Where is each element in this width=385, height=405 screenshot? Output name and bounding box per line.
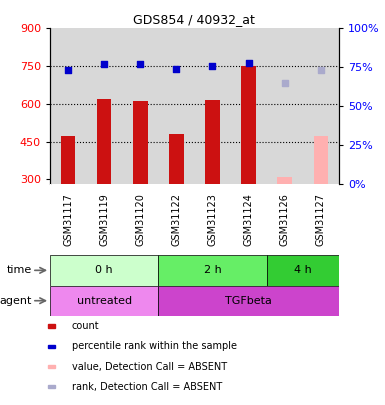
Text: GSM31123: GSM31123 — [208, 193, 218, 246]
Bar — [158, 255, 266, 286]
Point — [281, 80, 288, 86]
Bar — [313, 136, 328, 184]
Text: GSM31126: GSM31126 — [280, 193, 290, 246]
Point — [173, 66, 179, 72]
Bar — [266, 255, 339, 286]
Bar — [169, 134, 184, 184]
Bar — [50, 286, 158, 316]
Text: 0 h: 0 h — [95, 265, 113, 275]
Text: GSM31117: GSM31117 — [63, 193, 73, 246]
Point — [65, 67, 71, 74]
Text: 2 h: 2 h — [204, 265, 221, 275]
Bar — [86, 28, 122, 184]
Bar — [158, 286, 339, 316]
Point — [137, 61, 143, 68]
Bar — [122, 28, 158, 184]
Bar — [61, 136, 75, 184]
Bar — [50, 255, 158, 286]
Bar — [241, 66, 256, 184]
Point — [101, 61, 107, 68]
Bar — [158, 28, 194, 184]
Bar — [50, 28, 86, 184]
Bar — [205, 100, 220, 184]
Text: value, Detection Call = ABSENT: value, Detection Call = ABSENT — [72, 362, 227, 371]
Point — [318, 67, 324, 74]
Text: GSM31122: GSM31122 — [171, 193, 181, 246]
Text: rank, Detection Call = ABSENT: rank, Detection Call = ABSENT — [72, 382, 222, 392]
Bar — [231, 28, 266, 184]
Bar — [194, 28, 231, 184]
Bar — [48, 385, 55, 388]
Text: untreated: untreated — [77, 296, 132, 306]
Text: GSM31120: GSM31120 — [135, 193, 145, 246]
Text: 4 h: 4 h — [294, 265, 311, 275]
Bar — [133, 101, 147, 184]
Text: GSM31119: GSM31119 — [99, 193, 109, 246]
Text: GSM31127: GSM31127 — [316, 193, 326, 246]
Bar — [48, 345, 55, 348]
Point — [246, 60, 252, 66]
Text: time: time — [7, 265, 32, 275]
Text: count: count — [72, 321, 100, 331]
Bar — [278, 177, 292, 184]
Bar — [48, 365, 55, 368]
Bar — [48, 324, 55, 328]
Point — [209, 62, 216, 69]
Bar — [266, 28, 303, 184]
Text: GSM31124: GSM31124 — [244, 193, 254, 246]
Text: percentile rank within the sample: percentile rank within the sample — [72, 341, 237, 351]
Bar — [303, 28, 339, 184]
Bar — [97, 99, 111, 184]
Text: agent: agent — [0, 296, 32, 306]
Text: TGFbeta: TGFbeta — [225, 296, 272, 306]
Title: GDS854 / 40932_at: GDS854 / 40932_at — [134, 13, 255, 26]
